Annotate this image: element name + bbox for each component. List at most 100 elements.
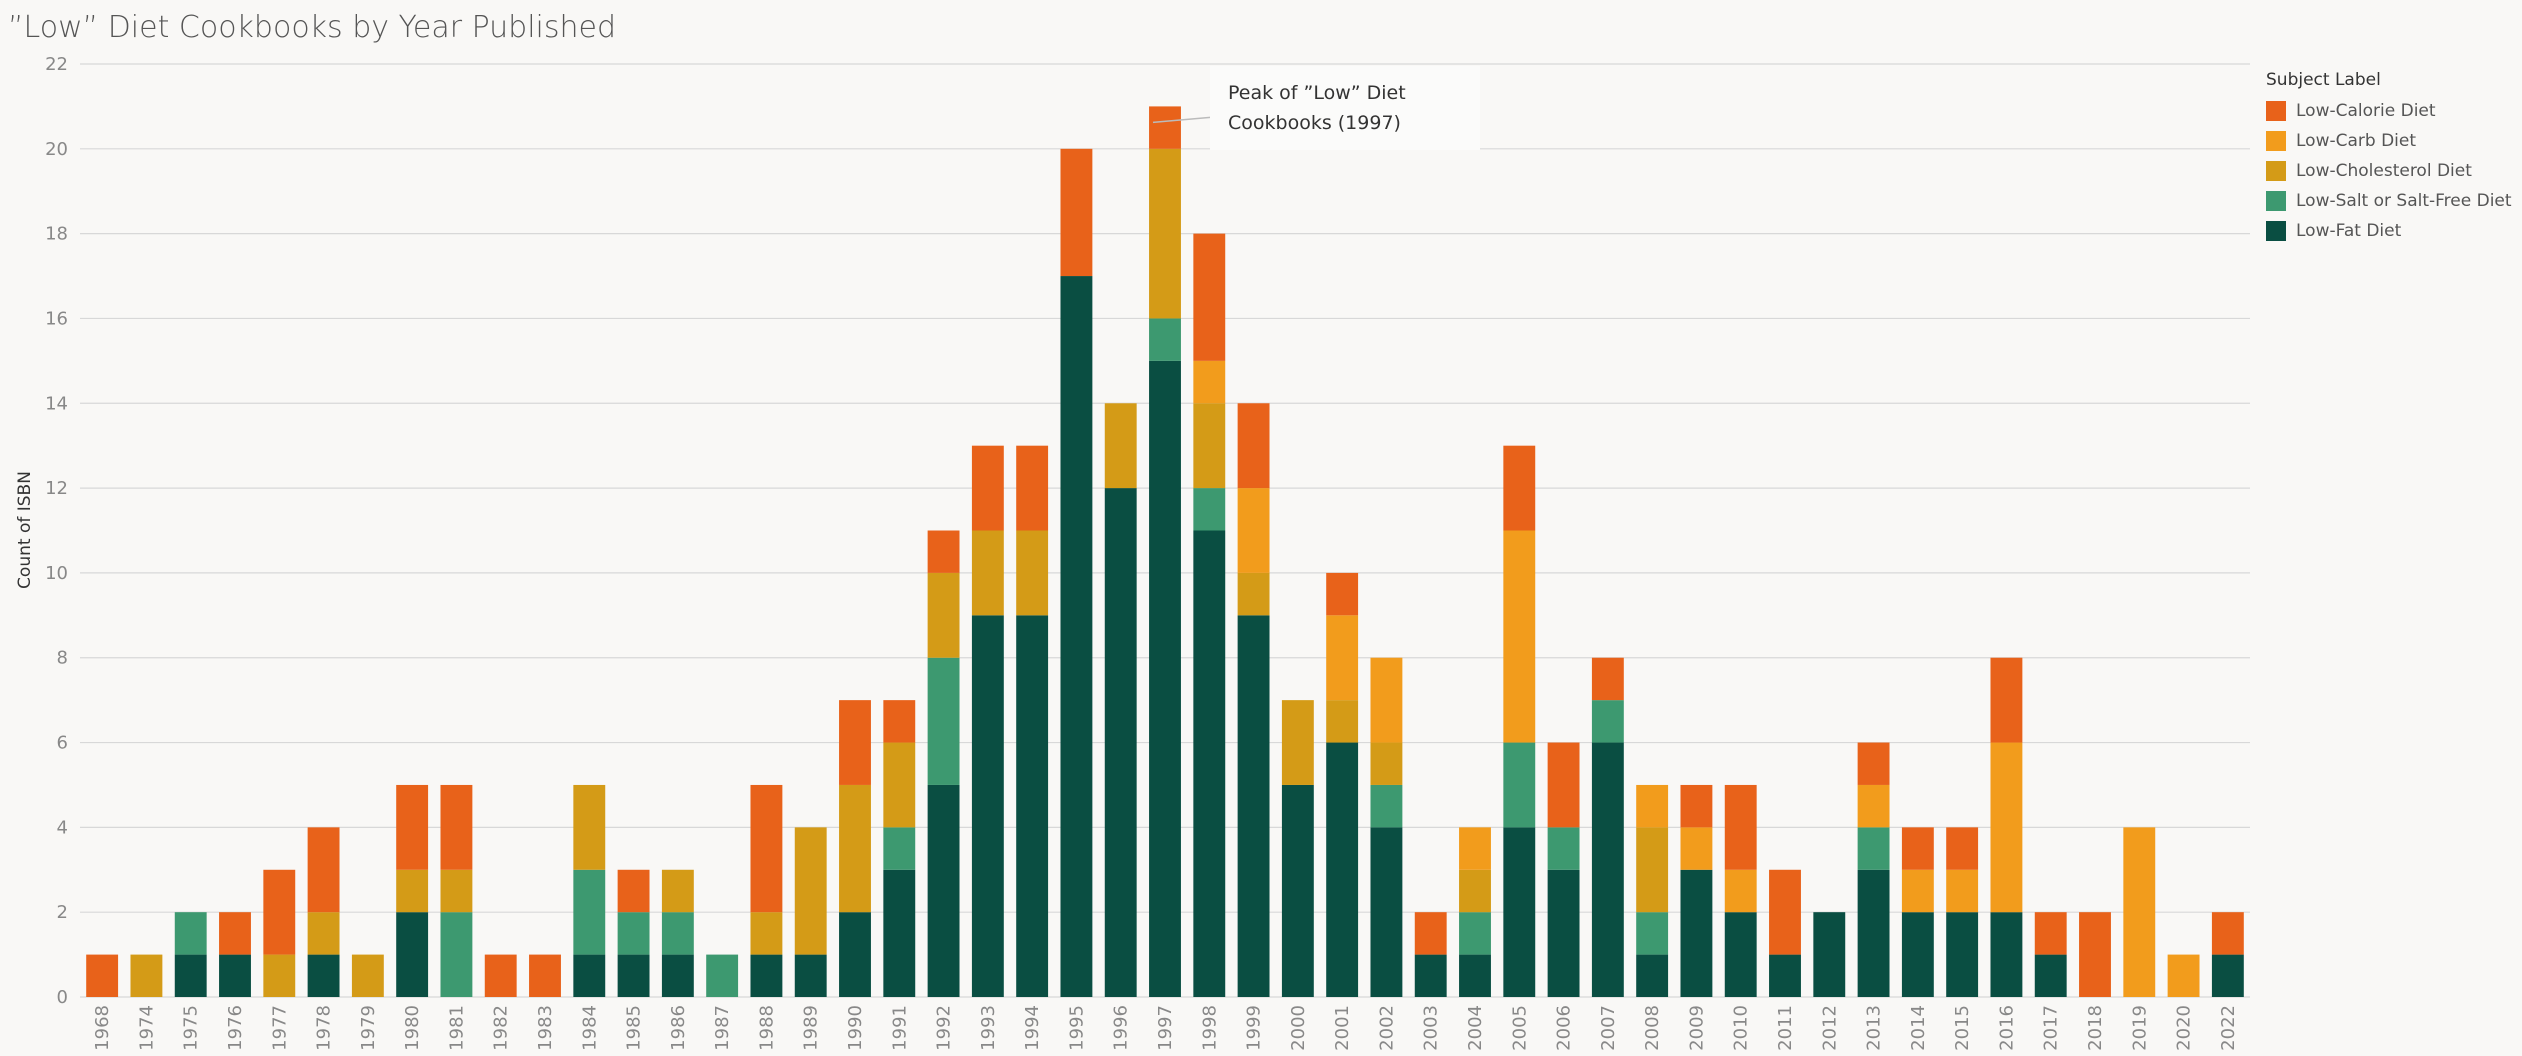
- bar-segment[interactable]: [1990, 657, 2023, 743]
- bar-segment[interactable]: [927, 530, 960, 573]
- bar-segment[interactable]: [971, 530, 1004, 616]
- bar-segment[interactable]: [396, 912, 429, 997]
- bar-segment[interactable]: [1680, 827, 1713, 870]
- bar-segment[interactable]: [1016, 445, 1049, 531]
- bar-segment[interactable]: [1193, 530, 1226, 998]
- bar-segment[interactable]: [1503, 827, 1536, 997]
- bar-segment[interactable]: [1591, 700, 1624, 743]
- bar-segment[interactable]: [1237, 615, 1270, 997]
- bar-segment[interactable]: [1857, 742, 1890, 785]
- bar-segment[interactable]: [1326, 742, 1359, 997]
- bar-segment[interactable]: [219, 912, 251, 955]
- bar-segment[interactable]: [1547, 869, 1580, 997]
- bar-segment[interactable]: [573, 869, 606, 955]
- bar-segment[interactable]: [130, 954, 163, 997]
- bar-segment[interactable]: [2123, 827, 2156, 997]
- legend-item[interactable]: Low-Salt or Salt-Free Diet: [2266, 186, 2512, 216]
- bar-segment[interactable]: [883, 742, 916, 828]
- bar-segment[interactable]: [794, 954, 827, 997]
- bar-segment[interactable]: [1724, 869, 1757, 913]
- bar-segment[interactable]: [1060, 276, 1093, 998]
- bar-segment[interactable]: [307, 954, 340, 997]
- bar-segment[interactable]: [1149, 148, 1181, 319]
- bar-segment[interactable]: [1901, 912, 1934, 997]
- bar-segment[interactable]: [396, 869, 429, 913]
- bar-segment[interactable]: [2034, 954, 2067, 997]
- bar-segment[interactable]: [971, 445, 1004, 531]
- bar-segment[interactable]: [573, 784, 606, 870]
- bar-segment[interactable]: [1193, 233, 1226, 361]
- bar-segment[interactable]: [1901, 827, 1934, 870]
- bar-segment[interactable]: [617, 912, 650, 955]
- bar-segment[interactable]: [263, 869, 296, 955]
- bar-segment[interactable]: [661, 869, 694, 913]
- bar-segment[interactable]: [1459, 954, 1491, 997]
- bar-segment[interactable]: [1990, 912, 2023, 997]
- bar-segment[interactable]: [1636, 827, 1669, 913]
- bar-segment[interactable]: [1414, 954, 1447, 997]
- bar-segment[interactable]: [1370, 657, 1403, 743]
- bar-segment[interactable]: [927, 657, 960, 785]
- bar-segment[interactable]: [219, 954, 251, 997]
- bar-segment[interactable]: [1104, 488, 1137, 997]
- legend-item[interactable]: Low-Calorie Diet: [2266, 96, 2512, 126]
- bar-segment[interactable]: [263, 954, 296, 997]
- legend-item[interactable]: Low-Fat Diet: [2266, 216, 2512, 246]
- bar-segment[interactable]: [1459, 827, 1491, 870]
- bar-segment[interactable]: [2211, 912, 2244, 955]
- bar-segment[interactable]: [839, 784, 871, 913]
- bar-segment[interactable]: [1503, 530, 1536, 743]
- bar-segment[interactable]: [1547, 742, 1580, 828]
- bar-segment[interactable]: [1326, 700, 1359, 743]
- bar-segment[interactable]: [1769, 869, 1801, 955]
- bar-segment[interactable]: [883, 827, 916, 870]
- bar-segment[interactable]: [2079, 912, 2111, 997]
- bar-segment[interactable]: [440, 869, 473, 913]
- bar-segment[interactable]: [750, 912, 783, 955]
- bar-segment[interactable]: [1193, 403, 1226, 489]
- bar-segment[interactable]: [1946, 869, 1979, 913]
- bar-segment[interactable]: [1414, 912, 1447, 955]
- bar-segment[interactable]: [1237, 488, 1270, 573]
- bar-segment[interactable]: [86, 954, 119, 997]
- bar-segment[interactable]: [1857, 827, 1890, 870]
- bar-segment[interactable]: [971, 615, 1004, 997]
- bar-segment[interactable]: [750, 954, 783, 997]
- bar-segment[interactable]: [794, 827, 827, 955]
- bar-segment[interactable]: [440, 784, 473, 870]
- bar-segment[interactable]: [661, 912, 694, 955]
- bar-segment[interactable]: [750, 784, 783, 913]
- bar-segment[interactable]: [1503, 742, 1536, 828]
- bar-segment[interactable]: [839, 912, 871, 997]
- bar-segment[interactable]: [1104, 403, 1137, 489]
- bar-segment[interactable]: [1547, 827, 1580, 870]
- bar-segment[interactable]: [1193, 488, 1226, 531]
- bar-segment[interactable]: [1459, 869, 1491, 913]
- bar-segment[interactable]: [307, 827, 340, 913]
- bar-segment[interactable]: [1636, 954, 1669, 997]
- bar-segment[interactable]: [617, 869, 650, 913]
- bar-segment[interactable]: [1724, 912, 1757, 997]
- bar-segment[interactable]: [1680, 869, 1713, 997]
- bar-segment[interactable]: [1946, 912, 1979, 997]
- bar-segment[interactable]: [1636, 912, 1669, 955]
- bar-segment[interactable]: [1680, 784, 1713, 828]
- bar-segment[interactable]: [706, 954, 739, 997]
- bar-segment[interactable]: [440, 912, 473, 997]
- bar-segment[interactable]: [883, 700, 916, 743]
- bar-segment[interactable]: [1281, 784, 1314, 997]
- bar-segment[interactable]: [2167, 954, 2200, 997]
- legend-item[interactable]: Low-Carb Diet: [2266, 126, 2512, 156]
- bar-segment[interactable]: [1016, 530, 1049, 616]
- bar-segment[interactable]: [1237, 403, 1270, 489]
- bar-segment[interactable]: [1503, 445, 1536, 531]
- bar-segment[interactable]: [1946, 827, 1979, 870]
- bar-segment[interactable]: [1459, 912, 1491, 955]
- bar-segment[interactable]: [1990, 742, 2023, 913]
- bar-segment[interactable]: [174, 912, 207, 955]
- bar-segment[interactable]: [1281, 700, 1314, 785]
- bar-segment[interactable]: [1326, 615, 1359, 701]
- bar-segment[interactable]: [1636, 784, 1669, 828]
- bar-segment[interactable]: [484, 954, 517, 997]
- bar-segment[interactable]: [2211, 954, 2244, 997]
